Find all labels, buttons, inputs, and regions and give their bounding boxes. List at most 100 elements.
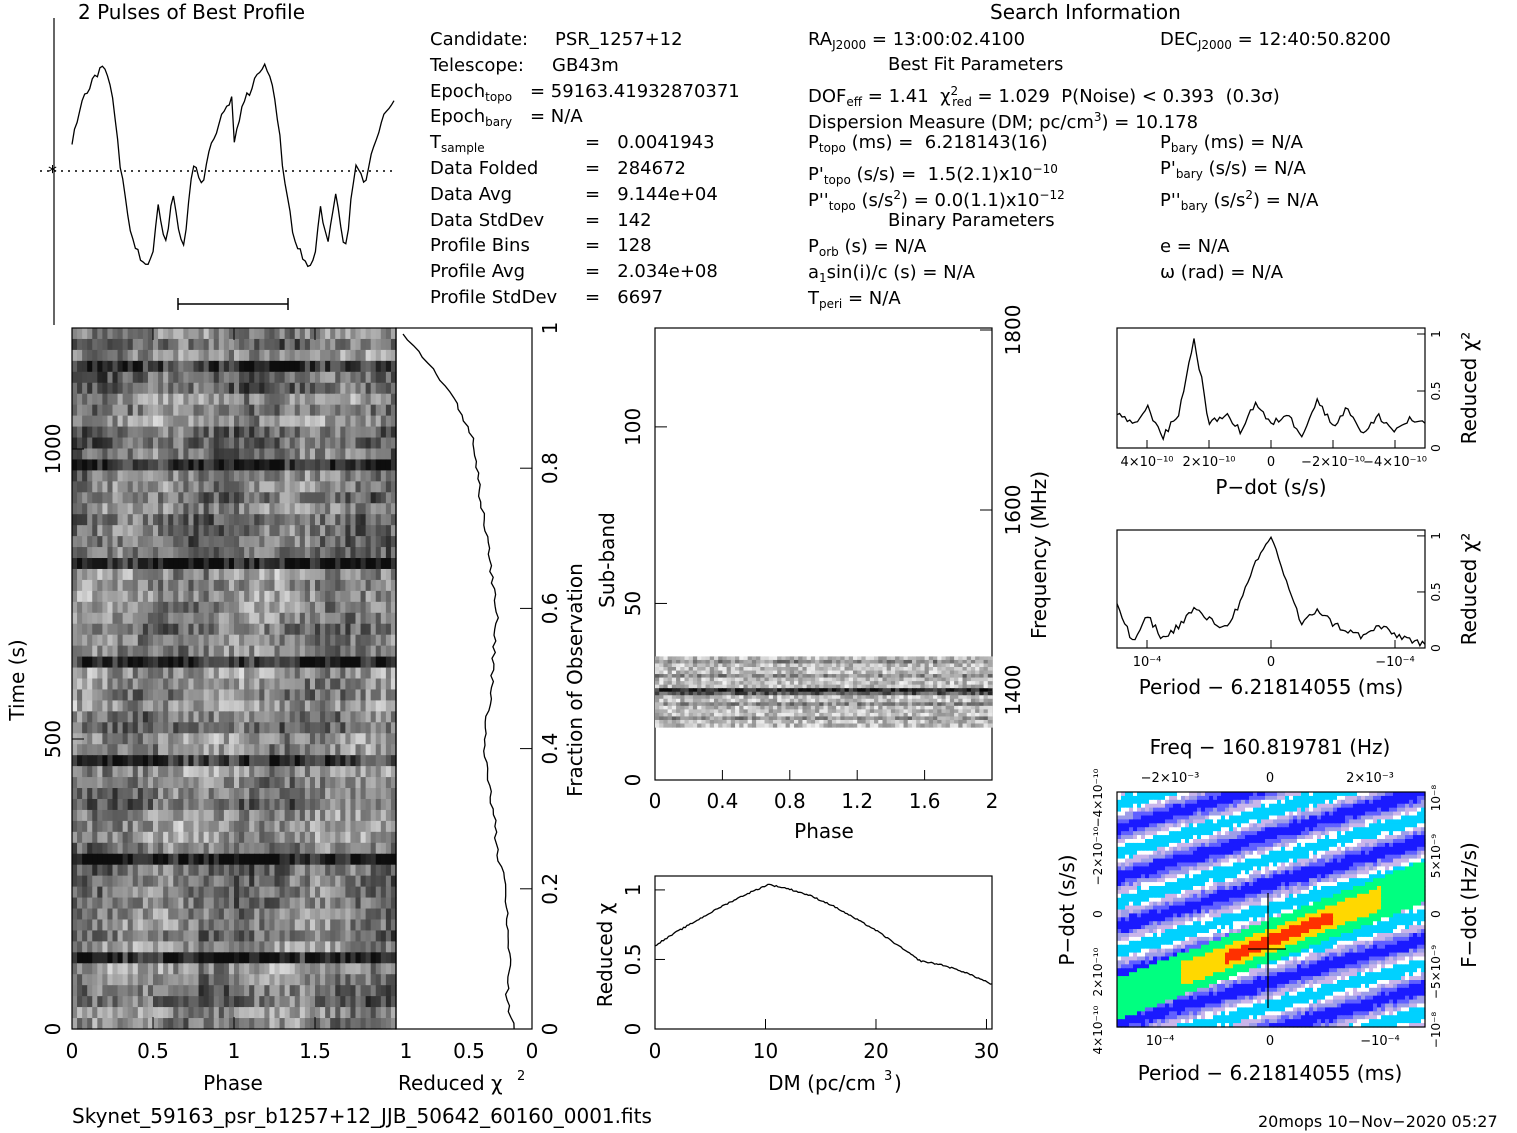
heatmap-cell [743,681,749,686]
heatmap-cell [370,842,377,855]
heatmap-cell [183,766,190,778]
heatmap-cell [945,681,951,686]
heatmap-cell [355,963,362,975]
heatmap-cell [153,492,159,504]
heatmap-cell [375,338,382,351]
heatmap-cell [142,492,149,504]
heatmap-cell [208,689,215,701]
heatmap-cell [193,525,200,537]
heatmap-cell [137,722,144,734]
heatmap-cell [865,674,871,679]
heatmap-cell [259,328,265,340]
heatmap-cell [294,623,301,636]
heatmap-cell [117,733,124,745]
heatmap-cell [284,481,291,493]
heatmap-cell [259,623,265,636]
heatmap-cell [304,678,311,691]
heatmap-cell [264,645,271,658]
heatmap-cell [218,744,225,756]
heatmap-cell [102,349,109,362]
heatmap-cell [390,820,397,833]
heatmap-cell [163,996,169,1008]
heatmap-cell [785,670,791,675]
heatmap-cell [223,623,230,636]
heatmap-cell [899,681,905,686]
heatmap-cell [309,503,316,515]
heatmap-cell [360,667,367,680]
heatmap-cell [360,678,367,691]
heatmap-cell [228,667,235,680]
heatmap-cell [234,755,240,767]
heatmap-cell [198,919,205,932]
heatmap-cell [284,952,291,964]
heatmap-cell [274,349,281,362]
heatmap-cell [142,645,149,658]
heatmap-cell [117,426,124,439]
heatmap-cell [82,590,88,603]
heatmap-cell [213,941,220,953]
heatmap-cell [254,623,260,636]
heatmap-cell [701,674,707,679]
heatmap-cell [127,547,134,559]
heatmap-cell [183,590,190,603]
heatmap-cell [193,382,200,395]
heatmap-cell [954,663,959,668]
heatmap-cell [390,568,397,581]
heatmap-cell [183,897,190,910]
heatmap-cell [77,360,83,373]
heatmap-cell [249,711,255,723]
heatmap-cell [975,688,980,693]
heatmap-cell [142,426,149,439]
heatmap-cell [168,667,174,680]
heatmap-cell [882,681,888,686]
heatmap-cell [320,864,326,877]
heatmap-cell [97,919,103,932]
heatmap-cell [320,470,326,482]
heatmap-cell [289,645,296,658]
heatmap-cell [340,974,346,986]
heatmap-cell [304,448,311,461]
heatmap-cell [213,798,220,811]
heatmap-cell [890,659,896,665]
heatmap-cell [117,908,124,921]
heatmap-cell [132,864,139,877]
heatmap-cell [188,514,195,526]
heatmap-cell [663,677,669,682]
heatmap-cell [375,481,382,493]
heatmap-cell [244,722,250,734]
heatmap-cell [365,908,372,921]
heatmap-cell [340,667,346,680]
heatmap-cell [360,459,367,471]
heatmap-cell [360,503,367,515]
heatmap-cell [370,393,377,406]
heatmap-cell [987,674,993,679]
heatmap-cell [304,1007,311,1019]
heatmap-cell [244,711,250,723]
heatmap-cell [92,579,98,592]
heatmap-cell [920,659,926,665]
heatmap-cell [77,788,83,800]
heatmap-cell [203,404,210,417]
heatmap-cell [315,853,321,866]
heatmap-cell [173,525,179,537]
heatmap-cell [269,349,276,362]
heatmap-cell [193,503,200,515]
heatmap-cell [223,777,230,789]
heatmap-cell [117,415,124,428]
heatmap-cell [244,831,250,844]
heatmap-cell [385,558,392,570]
heatmap-cell [234,930,240,942]
heatmap-cell [823,656,829,661]
heatmap-cell [173,809,179,822]
heatmap-cell [244,415,250,428]
heatmap-cell [385,766,392,778]
heatmap-cell [218,908,225,921]
heatmap-cell [92,722,98,734]
heatmap-cell [234,963,240,975]
heatmap-cell [713,674,719,679]
heatmap-cell [264,798,271,811]
heatmap-cell [325,404,331,417]
heatmap-cell [218,645,225,658]
heatmap-cell [87,579,93,592]
heatmap-cell [137,809,144,822]
